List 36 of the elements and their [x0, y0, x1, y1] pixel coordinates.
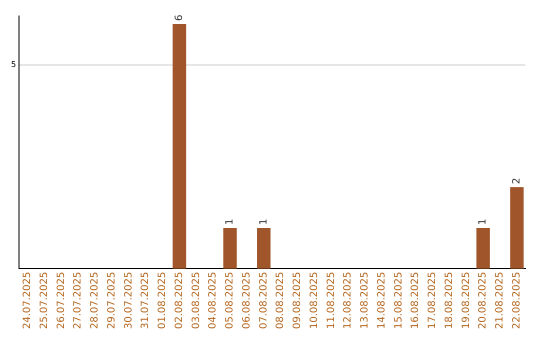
x-tick-label: 14.08.2025: [376, 272, 388, 330]
y-tick-label: 5: [10, 60, 16, 69]
x-tick-label: 20.08.2025: [478, 272, 489, 330]
x-tick-label: 28.07.2025: [90, 272, 101, 330]
x-tick-label: 27.07.2025: [72, 272, 84, 330]
x-tick-label: 21.08.2025: [494, 272, 506, 330]
x-tick-label: 07.08.2025: [258, 272, 270, 330]
data-label: 1: [224, 218, 236, 225]
x-tick-label: 08.08.2025: [275, 272, 286, 330]
x-tick-label: 22.08.2025: [511, 272, 522, 330]
x-tick-label: 01.08.2025: [157, 272, 168, 330]
x-tick-label: 16.08.2025: [410, 272, 422, 330]
x-tick-label: 19.08.2025: [460, 272, 472, 330]
x-tick-label: 25.07.2025: [38, 272, 50, 330]
x-tick-label: 12.08.2025: [342, 272, 354, 330]
x-tick-label: 17.08.2025: [427, 272, 438, 330]
data-label: 1: [258, 218, 270, 225]
x-tick-label: 24.07.2025: [22, 272, 34, 330]
x-tick-label: 10.08.2025: [308, 272, 320, 330]
x-tick-label: 18.08.2025: [444, 272, 455, 330]
x-tick-label: 11.08.2025: [326, 272, 337, 330]
x-tick-label: 26.07.2025: [56, 272, 67, 330]
data-label: 6: [174, 14, 185, 21]
data-label: 1: [478, 218, 489, 225]
x-tick-label: 06.08.2025: [241, 272, 252, 330]
x-tick-label: 13.08.2025: [360, 272, 371, 330]
data-label: 2: [511, 178, 522, 184]
x-tick-label: 09.08.2025: [292, 272, 304, 330]
x-tick-label: 02.08.2025: [174, 272, 185, 330]
x-tick-label: 29.07.2025: [106, 272, 118, 330]
x-tick-label: 03.08.2025: [190, 272, 202, 330]
x-tick-label: 30.07.2025: [123, 272, 134, 330]
x-tick-label: 05.08.2025: [224, 272, 236, 330]
x-tick-label: 15.08.2025: [393, 272, 404, 330]
x-tick-label: 31.07.2025: [140, 272, 152, 330]
x-tick-label: 04.08.2025: [208, 272, 219, 330]
